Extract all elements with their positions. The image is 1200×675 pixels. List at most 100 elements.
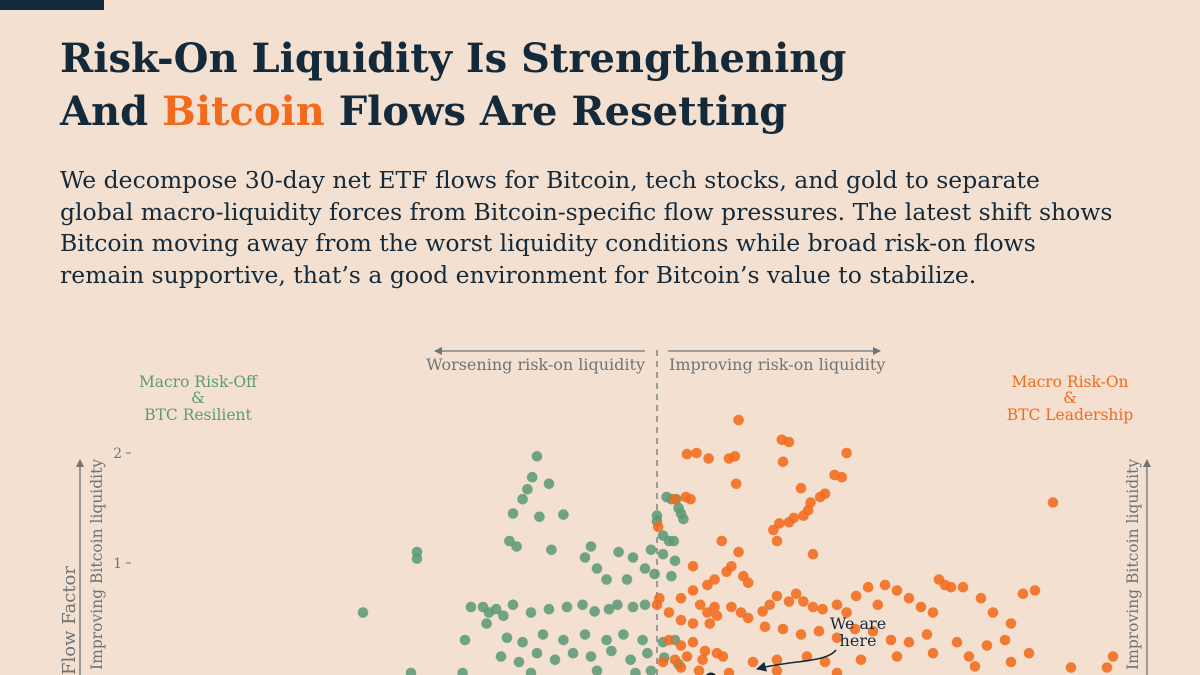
- risk-off-data-point: [498, 610, 509, 622]
- risk-off-data-point: [603, 603, 615, 615]
- risk-on-data-point: [1107, 651, 1119, 662]
- risk-off-data-point: [579, 552, 591, 563]
- risk-on-data-point: [831, 599, 843, 611]
- risk-on-data-point: [915, 601, 927, 613]
- risk-on-data-point: [723, 667, 735, 675]
- description-paragraph: We decompose 30-day net ETF flows for Bi…: [60, 166, 1113, 289]
- risk-on-data-point: [742, 612, 754, 624]
- quadrant-top-right-line-2: &: [1063, 389, 1077, 407]
- risk-off-data-point: [577, 599, 588, 611]
- risk-on-data-point: [862, 581, 874, 593]
- risk-on-data-point: [702, 607, 713, 618]
- risk-on-data-point: [790, 588, 802, 600]
- risk-on-data-point: [663, 607, 675, 618]
- risk-off-data-point: [490, 603, 502, 615]
- risk-on-data-point: [891, 585, 903, 596]
- risk-off-data-point: [639, 563, 651, 574]
- risk-on-data-point: [903, 592, 915, 604]
- risk-off-data-point: [459, 634, 471, 646]
- title-line-1: Risk-On Liquidity Is Strengthening: [60, 35, 847, 82]
- risk-on-data-point: [814, 491, 826, 503]
- risk-on-data-point: [891, 651, 903, 662]
- risk-on-data-point: [981, 640, 993, 651]
- risk-off-data-point: [522, 484, 533, 495]
- risk-off-data-point: [589, 606, 600, 617]
- risk-off-data-point: [585, 541, 597, 552]
- risk-on-data-point: [801, 651, 813, 662]
- risk-off-data-point: [567, 647, 579, 659]
- risk-on-data-point: [768, 524, 779, 536]
- risk-off-data-point: [591, 563, 603, 574]
- risk-on-data-point: [831, 667, 843, 675]
- risk-on-data-point: [777, 456, 789, 468]
- risk-on-data-point: [675, 614, 687, 626]
- current-label-line-2: here: [840, 631, 877, 650]
- risk-on-data-point: [867, 625, 879, 637]
- risk-on-data-point: [1023, 647, 1035, 659]
- risk-on-data-point: [927, 607, 939, 618]
- risk-off-data-point: [601, 574, 612, 585]
- risk-on-data-point: [771, 535, 783, 547]
- risk-on-data-point: [657, 656, 669, 668]
- risk-off-data-point: [669, 555, 681, 567]
- current-point-arrow: [756, 649, 837, 672]
- risk-off-data-point: [657, 548, 669, 560]
- risk-off-data-point: [481, 618, 492, 629]
- risk-off-data-point: [504, 535, 515, 547]
- risk-on-data-point: [669, 654, 681, 666]
- risk-off-data-point: [627, 552, 639, 563]
- risk-off-data-point: [630, 667, 641, 675]
- scatter-chart: Worsening risk-on liquidity Improving ri…: [59, 347, 1151, 675]
- quadrant-top-right-line-3: BTC Leadership: [1007, 406, 1134, 424]
- risk-on-data-point: [669, 493, 681, 505]
- risk-off-data-point: [507, 599, 519, 611]
- risk-on-data-point: [933, 574, 945, 585]
- risk-on-data-point: [702, 579, 713, 591]
- risk-on-data-point: [849, 623, 861, 635]
- risk-on-data-point: [1029, 585, 1041, 596]
- title-accent-word: Bitcoin: [162, 88, 325, 135]
- risk-on-data-point: [733, 546, 744, 558]
- x-arrow-left-label: Worsening risk-on liquidity: [426, 355, 645, 374]
- risk-off-data-point: [525, 667, 537, 675]
- risk-on-data-point: [693, 665, 705, 675]
- risk-on-data-point: [681, 651, 693, 662]
- risk-on-data-point: [807, 548, 819, 560]
- risk-on-data-point: [927, 647, 939, 659]
- risk-off-data-point: [639, 599, 651, 611]
- risk-on-data-point: [733, 414, 744, 426]
- risk-on-data-point: [798, 510, 809, 521]
- risk-off-data-point: [534, 511, 545, 523]
- risk-on-data-point: [687, 636, 699, 648]
- risk-off-data-point: [513, 656, 525, 668]
- risk-on-data-point: [1017, 588, 1029, 600]
- risk-off-data-point: [621, 574, 633, 585]
- risk-on-data-point: [783, 517, 795, 528]
- risk-off-data-point: [465, 601, 477, 613]
- risk-on-data-point: [798, 596, 809, 607]
- risk-off-data-point: [561, 601, 573, 613]
- risk-on-data-point: [957, 581, 969, 593]
- risk-on-data-point: [777, 623, 789, 635]
- risk-on-data-point: [711, 610, 723, 622]
- risk-off-data-point: [405, 667, 417, 675]
- risk-off-data-point: [642, 647, 653, 659]
- risk-off-data-point: [546, 544, 557, 556]
- risk-off-data-point: [637, 634, 648, 646]
- risk-on-data-point: [759, 621, 771, 633]
- y-tick-label: 2: [113, 446, 122, 462]
- title-line-2-post: Flows Are Resetting: [338, 88, 788, 135]
- risk-off-data-point: [585, 651, 597, 662]
- risk-on-data-point: [879, 579, 891, 591]
- risk-on-data-point: [742, 577, 754, 589]
- risk-off-data-point: [579, 629, 591, 640]
- risk-off-data-point: [501, 632, 513, 644]
- risk-on-data-point: [675, 640, 687, 651]
- risk-off-data-point: [517, 636, 528, 648]
- risk-off-data-point: [526, 471, 538, 483]
- risk-off-data-point: [613, 546, 624, 558]
- risk-on-data-point: [681, 448, 693, 460]
- risk-off-data-point: [517, 493, 528, 505]
- risk-off-data-point: [537, 629, 549, 640]
- risk-off-data-point: [457, 667, 468, 675]
